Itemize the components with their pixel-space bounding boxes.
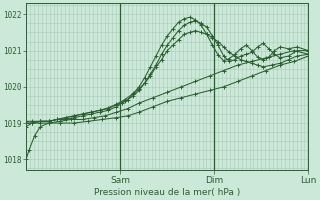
X-axis label: Pression niveau de la mer( hPa ): Pression niveau de la mer( hPa ) — [94, 188, 240, 197]
